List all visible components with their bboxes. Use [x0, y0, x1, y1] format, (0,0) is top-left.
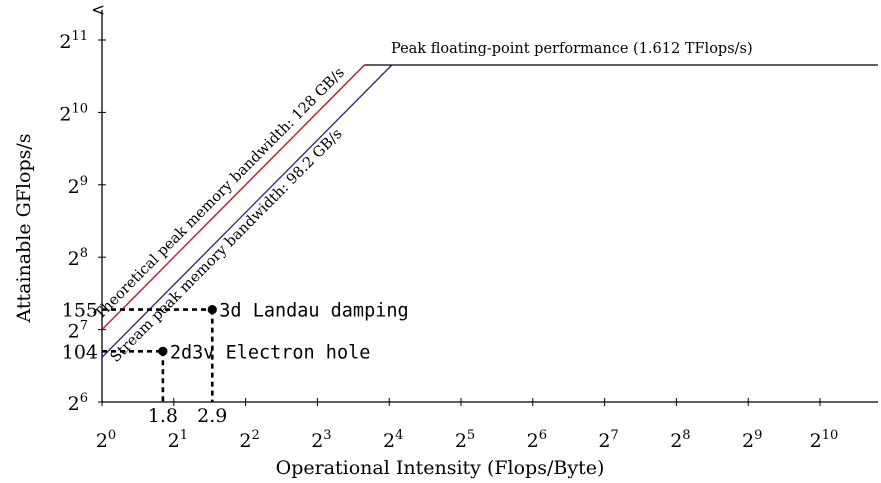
y-tick-label: 27 [68, 319, 88, 343]
x-tick-label: 210 [810, 428, 839, 452]
data-point [158, 346, 168, 356]
x-tick-label: 24 [383, 428, 403, 452]
bandwidth-line [101, 64, 365, 331]
y-tick-label: 210 [59, 101, 88, 125]
x-tick-label: 23 [311, 428, 331, 452]
bandwidth-label: Stream peak memory bandwidth: 98.2 GB/s [108, 126, 346, 366]
data-point-label: 3d Landau damping [219, 301, 408, 322]
data-point-label: 2d3v Electron hole [170, 342, 370, 363]
series-layer: Theoretical peak memory bandwidth: 128 G… [92, 41, 878, 366]
x-tick-label: 29 [742, 428, 762, 452]
y-tick-label: 28 [68, 246, 88, 270]
x-axis-title: Operational Intensity (Flops/Byte) [276, 457, 605, 479]
x-tick-label: 21 [168, 428, 188, 452]
x-tick-label: 25 [455, 428, 475, 452]
point-x-value-label: 2.9 [197, 405, 227, 427]
point-y-value-label: 104 [62, 341, 98, 363]
x-tick-label: 27 [598, 428, 618, 452]
bandwidth-label: Theoretical peak memory bandwidth: 128 G… [92, 65, 348, 323]
point-y-value-label: 155 [62, 300, 98, 322]
x-tick-label: 20 [96, 428, 116, 452]
axes: 20 21 22 23 24 25 26 27 28 29 210 26 27 28 29 210 211 [59, 10, 878, 452]
peak-performance-label: Peak floating-point performance (1.612 T… [391, 41, 753, 57]
point-x-value-label: 1.8 [148, 405, 178, 427]
x-tick-label: 28 [670, 428, 690, 452]
x-tick-label: 22 [239, 428, 259, 452]
points-layer: 3d Landau damping 155 2.9 2d3v Electron hol… [62, 300, 409, 427]
data-point [207, 305, 217, 315]
labels-layer: Operational Intensity (Flops/Byte) Attai… [13, 133, 604, 479]
y-tick-label: 26 [68, 391, 88, 415]
y-tick-label: 211 [59, 29, 88, 53]
x-tick-label: 26 [527, 428, 547, 452]
y-axis-title: Attainable GFlops/s [13, 133, 35, 323]
y-tick-label: 29 [68, 174, 88, 198]
